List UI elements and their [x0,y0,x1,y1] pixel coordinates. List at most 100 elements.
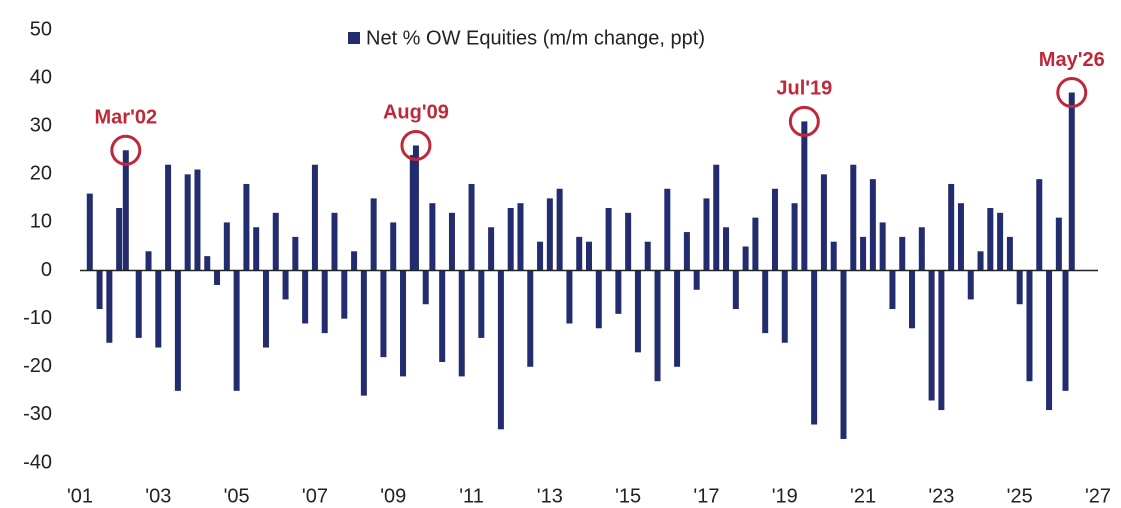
bar [713,164,720,271]
bar [791,203,798,271]
x-tick-label: '11 [459,485,484,507]
x-tick-label: '03 [145,485,171,507]
bar [488,227,495,271]
bar [566,270,573,324]
bar [654,270,661,382]
bar [331,212,338,271]
bar [879,222,886,271]
bar [429,203,436,271]
bar [282,270,289,300]
bar [204,256,211,271]
bar [664,188,671,271]
bar [155,270,162,348]
y-tick-label: -40 [23,451,52,473]
bar [1068,92,1075,271]
bar [840,270,847,439]
legend-swatch [348,32,360,44]
bar [830,241,837,271]
bar [360,270,367,396]
bar [850,164,857,271]
bar [390,222,397,271]
bar [165,164,172,271]
bar [439,270,446,362]
bar [135,270,142,338]
bar [321,270,328,334]
bar [928,270,935,401]
x-tick-label: '09 [380,485,406,507]
bar [625,212,632,271]
bar [1006,236,1013,271]
bar [448,212,455,271]
x-tick-label: '17 [693,485,719,507]
x-tick-label: '21 [850,485,876,507]
bar [517,203,524,271]
bar [889,270,896,310]
bar [272,212,279,271]
bar [977,251,984,271]
bar [96,270,103,310]
annotation-label: Aug'09 [383,102,449,124]
bar [732,270,739,310]
bar [811,270,818,425]
annotation-label: May'26 [1039,49,1105,71]
bar [106,270,113,343]
bar [370,198,377,271]
bar [351,251,358,271]
bar [468,183,475,271]
x-tick-label: '15 [615,485,641,507]
bar [615,270,622,314]
y-tick-label: -20 [23,355,52,377]
bar [644,241,651,271]
bar [412,145,419,271]
bar [869,179,876,271]
x-tick-label: '23 [928,485,954,507]
bar [997,212,1004,271]
bar [422,270,429,305]
y-tick-label: -10 [23,307,52,329]
bar [742,246,749,271]
bar [781,270,788,343]
y-tick-label: 50 [30,18,52,40]
bar [683,232,690,271]
bar [771,188,778,271]
bar [595,270,602,329]
bar [223,222,230,271]
y-tick-label: 20 [30,163,52,185]
bar [605,208,612,271]
bar [918,227,925,271]
bar [253,227,260,271]
annotation-label: Jul'19 [776,78,832,100]
bar [1036,179,1043,271]
bar [634,270,641,353]
y-tick-label: 10 [30,211,52,233]
bar [762,270,769,334]
bar [311,164,318,271]
bar [576,236,583,271]
x-tick-label: '19 [772,485,798,507]
annotation-circle [110,134,142,166]
bar [341,270,348,319]
bar [586,241,592,271]
bar [674,270,681,367]
annotation-circle [400,129,432,161]
bar [478,270,485,338]
bar [752,217,759,271]
bar [233,270,240,391]
bar [938,270,945,411]
bar [1026,270,1033,382]
bar [302,270,309,324]
bar [497,270,504,430]
bar [546,198,553,271]
bar [909,270,916,329]
bar [292,236,299,271]
bar [948,183,955,271]
y-tick-label: 40 [30,66,52,88]
bar [801,121,808,271]
legend-label: Net % OW Equities (m/m change, ppt) [366,27,705,49]
bar [116,208,123,271]
bar [537,241,544,271]
bar [243,183,250,271]
bar [409,155,416,271]
bar [693,270,700,290]
